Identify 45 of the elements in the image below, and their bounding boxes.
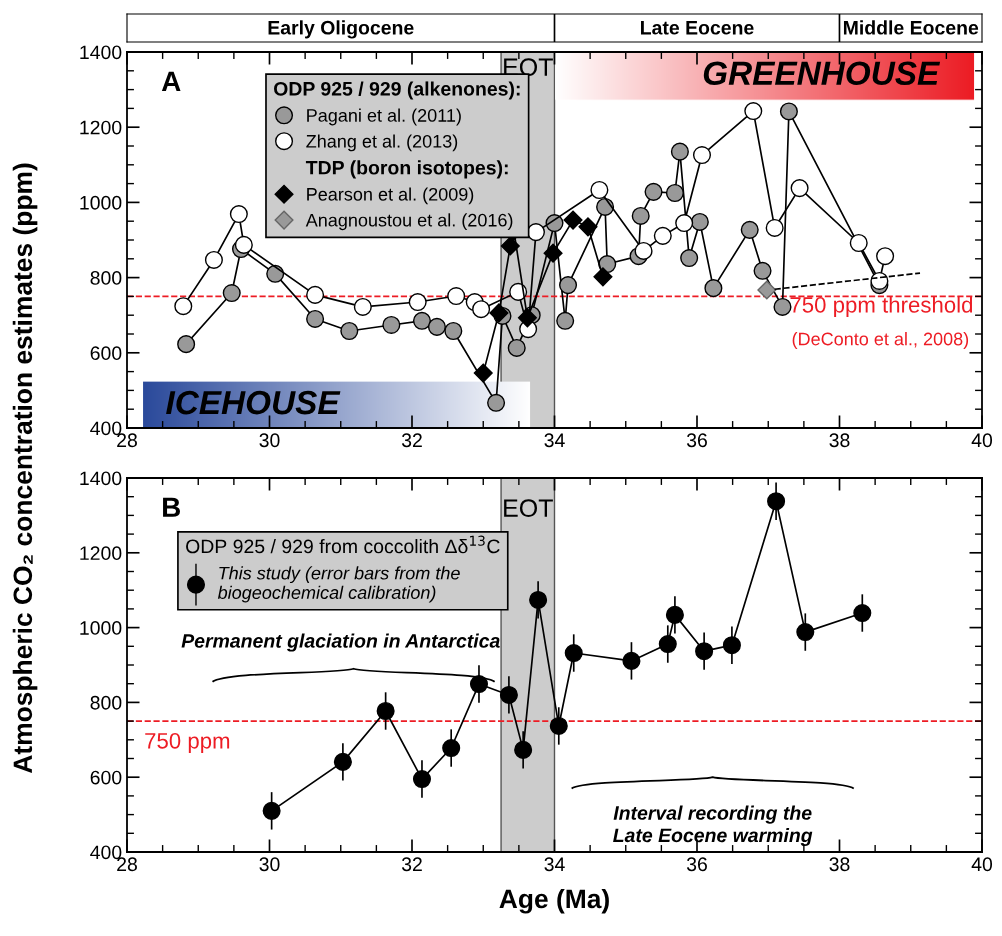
x-tick-label: 40 [971,433,993,448]
x-axis-title: Age (Ma) [499,888,609,914]
x-tick-label: 30 [259,857,280,872]
annotation: GREENHOUSE [703,61,941,86]
x-tick-label: 34 [544,433,565,448]
y-tick-label: 1200 [80,546,122,561]
annotation: A [161,71,181,91]
x-tick-label: 36 [686,857,707,872]
legend-title: ODP 925 / 929 (alkenones): [274,81,520,100]
legend-label: Zhang et al. (2013) [306,134,458,152]
y-tick-label: 800 [90,271,122,285]
x-tick-label: 38 [829,857,850,872]
annotation: ICEHOUSE [166,390,341,415]
legend-label: Pearson et al. (2009) [307,187,474,205]
ref-line-label: 750 ppm threshold [790,296,973,318]
x-tick-label: 36 [686,433,707,448]
y-tick-label: 1200 [80,120,122,135]
x-tick-label: 40 [971,857,993,872]
legend-label: This study (error bars from the biogeochemical calibration) [217,566,460,603]
y-tick-label: 1000 [80,621,122,635]
legend-label: Pagani et al. (2011) [307,108,461,126]
legend-title: ODP 925 / 929 from coccolith Δδ$^{13}$C [186,535,500,554]
text: Early Oligocene [268,20,414,39]
text: Late Eocene [641,21,754,35]
y-tick-label: 1400 [80,471,122,486]
annotation: Interval recording the Late Eocene warming [613,805,813,847]
y-tick-label: 600 [90,346,122,361]
text: Middle Eocene [843,20,979,35]
x-tick-label: 34 [544,857,565,872]
x-tick-label: 38 [829,433,850,448]
y-tick-label: 800 [90,695,122,710]
legend-label: Anagnoustou et al. (2016) [305,213,513,231]
ref-line-label: 750 ppm [145,732,230,754]
annotation: TDP (boron isotopes): [305,160,508,179]
y-axis-title: Atmospheric CO₂ concentration estimates (ppm) [12,163,38,774]
x-tick-label: 32 [401,433,422,448]
annotation: (DeConto et al., 2008) [792,332,969,349]
y-tick-label: 1000 [80,195,122,210]
band-label: EOT [504,499,553,517]
x-tick-label: 30 [259,433,280,448]
annotation: Permanent glaciation in Antarctica [181,633,500,652]
annotation: B [163,497,180,517]
y-tick-label: 600 [90,770,122,785]
x-tick-label: 32 [401,857,422,872]
y-tick-label: 1400 [80,45,122,60]
